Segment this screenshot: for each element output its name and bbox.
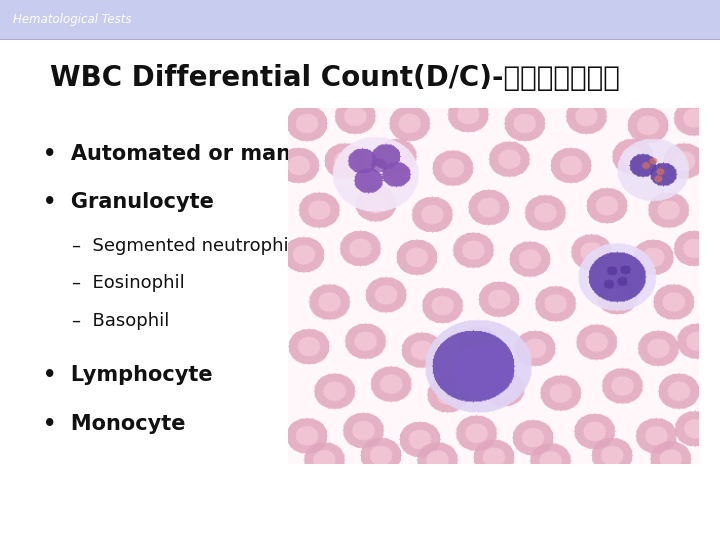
Text: •  Lymphocyte: • Lymphocyte xyxy=(43,365,213,386)
Text: Hematological Tests: Hematological Tests xyxy=(13,13,132,26)
Text: •  Granulocyte: • Granulocyte xyxy=(43,192,214,213)
FancyBboxPatch shape xyxy=(0,0,720,39)
Text: •  Monocyte: • Monocyte xyxy=(43,414,186,434)
Text: WBC Differential Count(D/C)-백혁구감별계산: WBC Differential Count(D/C)-백혁구감별계산 xyxy=(50,64,620,92)
Text: –  Eosinophil: – Eosinophil xyxy=(72,274,185,293)
Text: –  Segmented neutrophil: – Segmented neutrophil xyxy=(72,237,294,255)
Text: •  Automated or manual: • Automated or manual xyxy=(43,144,327,164)
Text: –  Basophil: – Basophil xyxy=(72,312,169,330)
